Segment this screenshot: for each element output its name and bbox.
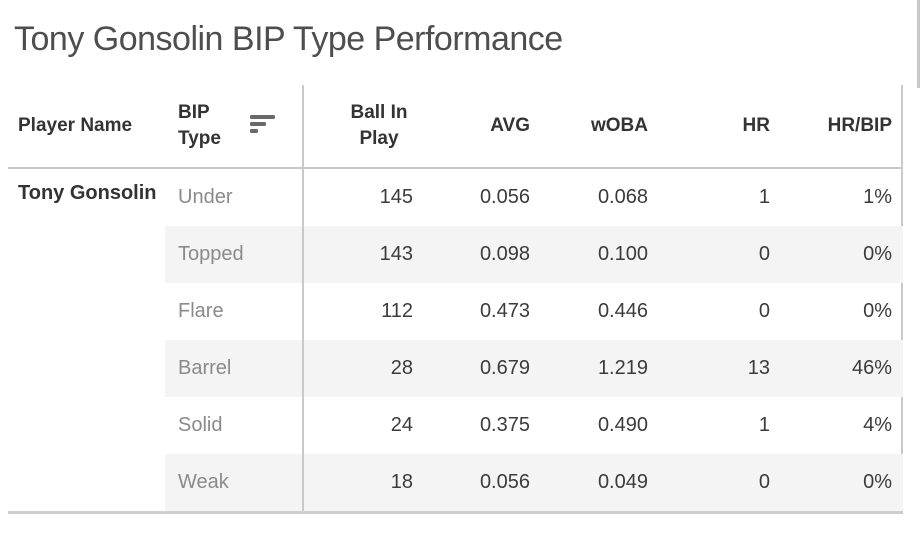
player-name-spacer-cell <box>8 397 165 454</box>
table-row[interactable]: Topped 143 0.098 0.100 0 0% <box>8 226 903 283</box>
column-divider <box>302 85 304 511</box>
page-title: Tony Gonsolin BIP Type Performance <box>14 20 563 58</box>
avg-cell[interactable]: 0.098 <box>424 226 541 283</box>
table-row[interactable]: Barrel 28 0.679 1.219 13 46% <box>8 340 903 397</box>
col-header-label: HR <box>742 115 770 136</box>
col-header-woba[interactable]: wOBA <box>541 85 659 167</box>
hr-cell[interactable]: 13 <box>659 340 781 397</box>
col-header-hr[interactable]: HR <box>659 85 781 167</box>
table-body: Tony Gonsolin Under 145 0.056 0.068 1 1%… <box>8 169 903 511</box>
sort-descending-icon[interactable] <box>250 115 275 133</box>
player-name-spacer-cell <box>8 340 165 397</box>
bip-type-cell[interactable]: Topped <box>165 226 302 283</box>
ball-in-play-cell[interactable]: 145 <box>379 186 413 208</box>
woba-cell[interactable]: 1.219 <box>541 340 659 397</box>
avg-cell[interactable]: 0.056 <box>479 186 530 208</box>
woba-cell[interactable]: 0.446 <box>597 300 648 322</box>
col-header-label: BIP Type <box>178 102 221 149</box>
table-row[interactable]: Weak 18 0.056 0.049 0 0% <box>8 454 903 511</box>
col-header-avg[interactable]: AVG <box>424 85 541 167</box>
avg-cell[interactable]: 0.375 <box>479 414 530 436</box>
hr-bip-cell[interactable]: 4% <box>863 414 892 436</box>
col-header-hr-bip[interactable]: HR/BIP <box>781 85 903 167</box>
scrollbar[interactable] <box>917 0 920 88</box>
hr-cell[interactable]: 1 <box>758 414 770 436</box>
avg-cell[interactable]: 0.056 <box>424 454 541 511</box>
col-header-label: Player Name <box>18 115 133 136</box>
hr-cell[interactable]: 1 <box>758 186 770 208</box>
hr-cell[interactable]: 0 <box>659 226 781 283</box>
bip-type-cell[interactable]: Weak <box>165 454 302 511</box>
avg-cell[interactable]: 0.679 <box>424 340 541 397</box>
bip-table: Player Name BIP Type Ball In Play AVG wO… <box>8 85 903 514</box>
player-name-cell[interactable]: Tony Gonsolin <box>18 182 157 204</box>
bip-type-cell[interactable]: Solid <box>178 414 223 436</box>
col-header-label: HR/BIP <box>827 115 892 136</box>
table-row[interactable]: Solid 24 0.375 0.490 1 4% <box>8 397 901 454</box>
player-name-spacer-cell <box>8 283 165 340</box>
player-name-spacer-cell <box>8 454 165 511</box>
bip-type-cell[interactable]: Flare <box>178 300 224 322</box>
table-row[interactable]: Flare 112 0.473 0.446 0 0% <box>8 283 901 340</box>
hr-bip-cell[interactable]: 0% <box>781 226 903 283</box>
hr-cell[interactable]: 0 <box>758 300 770 322</box>
bip-type-cell[interactable]: Barrel <box>165 340 302 397</box>
ball-in-play-cell[interactable]: 112 <box>381 300 413 322</box>
woba-cell[interactable]: 0.049 <box>541 454 659 511</box>
hr-bip-cell[interactable]: 0% <box>781 454 903 511</box>
ball-in-play-cell[interactable]: 24 <box>390 414 413 436</box>
hr-cell[interactable]: 0 <box>659 454 781 511</box>
ball-in-play-cell[interactable]: 28 <box>302 340 424 397</box>
col-header-label: AVG <box>490 115 530 136</box>
col-header-ball-in-play[interactable]: Ball In Play <box>302 85 424 167</box>
woba-cell[interactable]: 0.068 <box>597 186 648 208</box>
bip-type-cell[interactable]: Under <box>178 186 233 208</box>
woba-cell[interactable]: 0.490 <box>597 414 648 436</box>
player-name-spacer-cell <box>8 226 165 283</box>
table-row[interactable]: Under 145 0.056 0.068 1 1% <box>8 169 901 226</box>
ball-in-play-cell[interactable]: 143 <box>302 226 424 283</box>
col-header-label: Ball In Play <box>350 102 408 149</box>
table-header-row: Player Name BIP Type Ball In Play AVG wO… <box>8 85 901 169</box>
col-header-label: wOBA <box>591 115 648 136</box>
table-rows: Under 145 0.056 0.068 1 1% Topped 143 0.… <box>8 169 903 511</box>
col-header-player-name[interactable]: Player Name <box>8 85 165 167</box>
hr-bip-cell[interactable]: 46% <box>781 340 903 397</box>
hr-bip-cell[interactable]: 0% <box>863 300 892 322</box>
avg-cell[interactable]: 0.473 <box>479 300 530 322</box>
ball-in-play-cell[interactable]: 18 <box>302 454 424 511</box>
woba-cell[interactable]: 0.100 <box>541 226 659 283</box>
hr-bip-cell[interactable]: 1% <box>863 186 892 208</box>
col-header-bip-type[interactable]: BIP Type <box>165 85 302 167</box>
